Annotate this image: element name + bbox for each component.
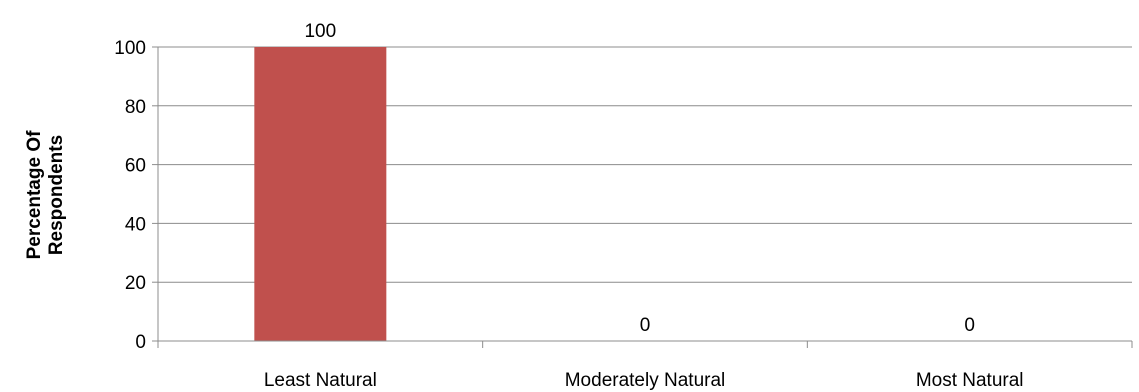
y-axis-title: Percentage Of Respondents [24, 130, 67, 259]
data-labels: 100 0 0 [304, 21, 974, 336]
y-tick-label: 40 [125, 214, 146, 235]
y-tick-label: 0 [135, 332, 146, 353]
bar [254, 47, 387, 341]
y-tick-label: 60 [125, 156, 146, 177]
y-axis-title-line-1: Percentage Of [24, 130, 45, 259]
y-tick-label: 80 [125, 97, 146, 118]
y-axis-ticks: 0 20 40 60 80 100 [114, 38, 158, 353]
x-axis-category-labels: Least Natural Moderately Natural Most Natu… [264, 370, 1024, 391]
y-tick-label: 20 [125, 273, 146, 294]
x-category-label: Least Natural [264, 370, 377, 391]
x-category-label: Moderately Natural [565, 370, 726, 391]
axes [157, 47, 1132, 342]
bar-data-label: 0 [640, 315, 651, 336]
bars [254, 47, 387, 341]
x-axis-ticks [157, 341, 1133, 348]
bar-data-label: 0 [964, 315, 975, 336]
bar-data-label: 100 [304, 21, 336, 42]
x-category-label: Most Natural [916, 370, 1024, 391]
y-axis-title-line-2: Respondents [46, 135, 67, 255]
y-tick-label: 100 [114, 38, 146, 59]
